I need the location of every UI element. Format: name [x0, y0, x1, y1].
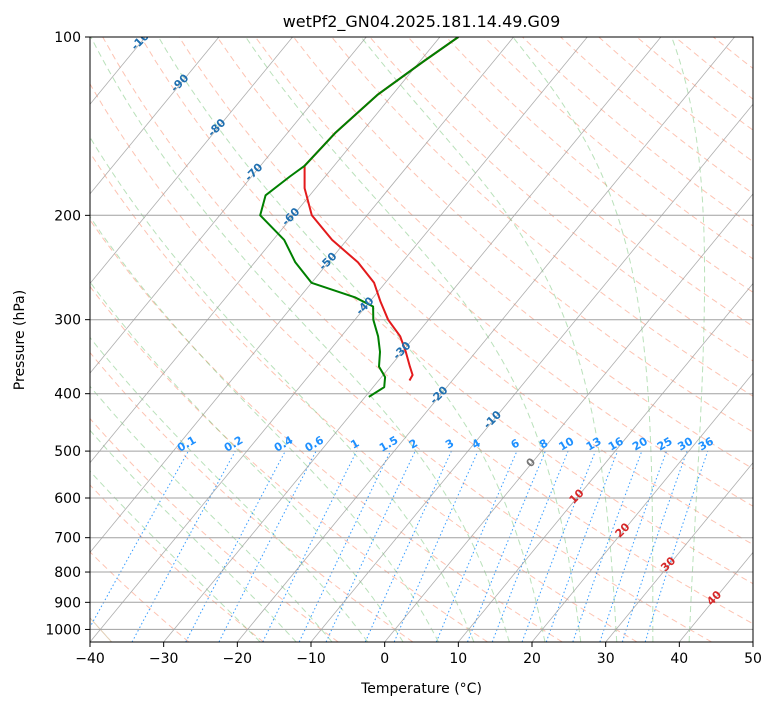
- isotherm-line: [605, 462, 753, 642]
- y-tick-label: 1000: [45, 622, 81, 638]
- isotherm-line: [384, 193, 753, 642]
- moist-adiabat: [90, 281, 404, 642]
- x-axis-title: Temperature (°C): [360, 681, 482, 697]
- mixing-ratio-line: [393, 450, 479, 642]
- moist-adiabat: [90, 136, 475, 642]
- x-tick-label: −40: [75, 651, 105, 667]
- dry-adiabat: [216, 37, 753, 507]
- x-tick-label: 10: [449, 651, 467, 667]
- dry-adiabat: [90, 484, 264, 642]
- moist-adiabat: [90, 37, 510, 642]
- mixing-ratio-line: [435, 450, 518, 642]
- y-tick-label: 100: [54, 30, 81, 46]
- isotherm-line: [310, 103, 753, 642]
- dry-adiabat: [293, 37, 753, 433]
- mixing-ratio-line: [644, 450, 709, 642]
- mixing-ratio-line: [218, 450, 317, 642]
- dry-adiabat: [254, 37, 753, 470]
- dry-adiabat: [90, 151, 638, 642]
- isotherm-line: [163, 37, 662, 642]
- plot-area: [90, 37, 753, 642]
- moist-adiabat: [90, 385, 333, 642]
- mixing-ratio-line: [131, 450, 236, 642]
- mixing-ratio-line: [621, 450, 688, 642]
- isotherm-line: [531, 372, 753, 642]
- moist-adiabat: [90, 336, 369, 642]
- mixing-ratio-line: [572, 450, 643, 642]
- mixing-ratio-line: [491, 450, 569, 642]
- profile-lines: [259, 37, 459, 398]
- y-tick-label: 600: [54, 491, 81, 507]
- dry-adiabat: [369, 37, 753, 362]
- y-tick-label: 700: [54, 531, 81, 547]
- dry-adiabat: [90, 417, 339, 642]
- moist-adiabat: [90, 216, 439, 642]
- x-tick-label: −10: [296, 651, 326, 667]
- y-tick-label: 900: [54, 595, 81, 611]
- mixing-ratio-line: [364, 450, 452, 642]
- isotherm-line: [90, 37, 220, 195]
- grid: [90, 37, 753, 642]
- moist-adiabat: [671, 37, 706, 642]
- dry-adiabat: [90, 285, 488, 642]
- x-tick-label: 0: [380, 651, 389, 667]
- dry-adiabat: [90, 551, 190, 642]
- y-tick-label: 200: [54, 208, 81, 224]
- isotherm-line: [90, 37, 588, 642]
- isotherm-line: [90, 37, 441, 464]
- x-tick-label: 40: [670, 651, 688, 667]
- x-tick-label: 50: [744, 651, 762, 667]
- background-lines: [90, 37, 753, 642]
- y-tick-label: 500: [54, 444, 81, 460]
- plot-frame: [89, 36, 754, 643]
- moist-adiabat: [158, 37, 546, 642]
- mixing-ratio-line: [467, 450, 546, 642]
- isotherm-line: [236, 37, 735, 642]
- axes: −40 −30 −20 −10 0 10 20 30 40 50 100 200 300 400 500 60…: [45, 30, 762, 667]
- y-tick-label: 300: [54, 313, 81, 329]
- isotherm-line: [457, 282, 753, 642]
- isotherm-line: [90, 37, 367, 374]
- mixing-ratio-line: [262, 450, 358, 642]
- mixing-ratio-line: [545, 450, 619, 642]
- dewpoint-profile-line: [259, 37, 459, 398]
- x-tick-label: −20: [223, 651, 253, 667]
- chart-title: wetPf2_GN04.2025.181.14.49.G09: [283, 12, 561, 32]
- dry-adiabat: [331, 37, 753, 397]
- moist-adiabat: [245, 37, 582, 642]
- y-tick-label: 400: [54, 387, 81, 403]
- x-tick-label: −30: [149, 651, 179, 667]
- mixing-ratio-line: [521, 450, 596, 642]
- dry-adiabat: [90, 219, 563, 642]
- mixing-ratio-line: [90, 450, 189, 629]
- moist-adiabat: [512, 37, 654, 642]
- isotherm-line: [90, 37, 293, 285]
- y-tick-label: 800: [54, 565, 81, 581]
- dry-adiabat: [90, 351, 414, 642]
- mixing-ratio-line: [599, 450, 667, 642]
- isotherm-line: [90, 37, 514, 553]
- x-tick-label: 30: [597, 651, 615, 667]
- y-axis-title: Pressure (hPa): [12, 290, 28, 390]
- dry-adiabat: [90, 83, 712, 642]
- x-tick-label: 20: [523, 651, 541, 667]
